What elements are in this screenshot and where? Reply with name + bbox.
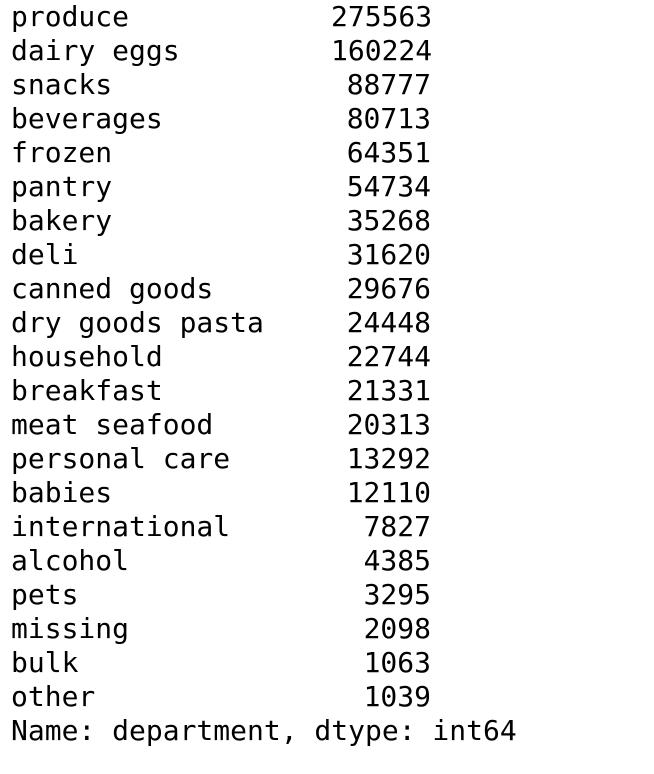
series-row: pantry 54734 <box>11 170 641 204</box>
series-row: dairy eggs 160224 <box>11 34 641 68</box>
series-footer: Name: department, dtype: int64 <box>11 714 517 747</box>
row-value: 24448 <box>346 306 431 339</box>
row-value: 20313 <box>346 408 431 441</box>
row-value: 88777 <box>346 68 431 101</box>
row-label: dairy eggs <box>11 34 180 67</box>
row-value: 12110 <box>346 476 431 509</box>
row-value: 7827 <box>363 510 431 543</box>
row-value: 1063 <box>363 646 431 679</box>
row-value: 64351 <box>346 136 431 169</box>
row-value: 3295 <box>363 578 431 611</box>
series-row: bulk 1063 <box>11 646 641 680</box>
row-label: alcohol <box>11 544 130 577</box>
row-value: 22744 <box>346 340 431 373</box>
row-label: other <box>11 680 96 713</box>
row-label: pantry <box>11 170 113 203</box>
series-row: snacks 88777 <box>11 68 641 102</box>
series-row: breakfast 21331 <box>11 374 641 408</box>
row-label: babies <box>11 476 113 509</box>
series-row: alcohol 4385 <box>11 544 641 578</box>
row-label: pets <box>11 578 79 611</box>
row-value: 80713 <box>346 102 431 135</box>
row-label: frozen <box>11 136 113 169</box>
row-value: 2098 <box>363 612 431 645</box>
series-row: beverages 80713 <box>11 102 641 136</box>
series-row: personal care 13292 <box>11 442 641 476</box>
row-value: 160224 <box>331 34 433 67</box>
series-row: frozen 64351 <box>11 136 641 170</box>
row-value: 1039 <box>363 680 431 713</box>
series-row: canned goods 29676 <box>11 272 641 306</box>
row-value: 35268 <box>346 204 431 237</box>
row-label: meat seafood <box>11 408 214 441</box>
row-value: 31620 <box>346 238 431 271</box>
series-output: produce 275563 dairy eggs 160224 snacks 887… <box>11 0 641 748</box>
row-value: 29676 <box>346 272 431 305</box>
series-row: babies 12110 <box>11 476 641 510</box>
row-label: bakery <box>11 204 113 237</box>
series-row: deli 31620 <box>11 238 641 272</box>
row-label: canned goods <box>11 272 214 305</box>
row-label: dry goods pasta <box>11 306 264 339</box>
row-value: 275563 <box>331 0 433 33</box>
row-label: deli <box>11 238 79 271</box>
row-value: 13292 <box>346 442 431 475</box>
row-label: personal care <box>11 442 231 475</box>
row-label: produce <box>11 0 130 33</box>
row-value: 4385 <box>363 544 431 577</box>
series-row: pets 3295 <box>11 578 641 612</box>
row-label: missing <box>11 612 130 645</box>
series-row: meat seafood 20313 <box>11 408 641 442</box>
series-row: missing 2098 <box>11 612 641 646</box>
row-label: snacks <box>11 68 113 101</box>
series-row: other 1039 <box>11 680 641 714</box>
row-label: household <box>11 340 163 373</box>
series-row: bakery 35268 <box>11 204 641 238</box>
series-row: produce 275563 <box>11 0 641 34</box>
row-label: international <box>11 510 231 543</box>
series-row: international 7827 <box>11 510 641 544</box>
row-label: breakfast <box>11 374 163 407</box>
series-row: dry goods pasta 24448 <box>11 306 641 340</box>
row-value: 54734 <box>346 170 431 203</box>
row-value: 21331 <box>346 374 431 407</box>
series-row: household 22744 <box>11 340 641 374</box>
row-label: bulk <box>11 646 79 679</box>
row-label: beverages <box>11 102 163 135</box>
